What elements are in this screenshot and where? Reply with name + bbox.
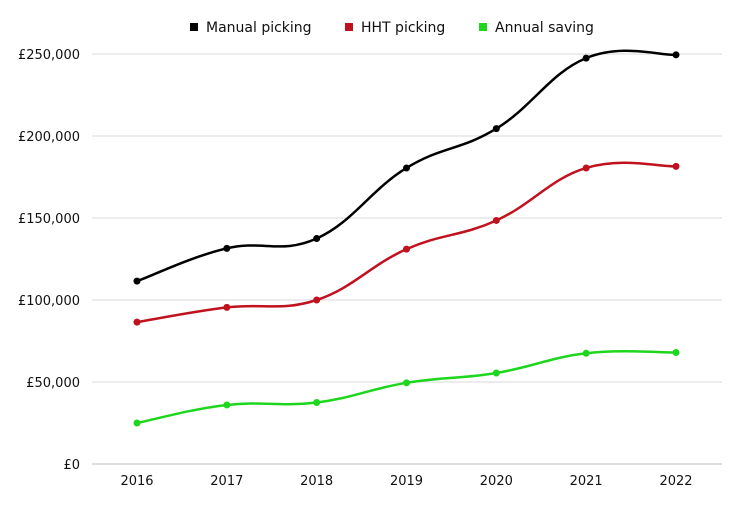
legend-label: HHT picking xyxy=(361,20,445,36)
data-point xyxy=(223,244,231,252)
data-point xyxy=(492,369,500,377)
legend-label: Annual saving xyxy=(495,20,594,36)
x-axis: 2016 2017 2018 2019 2020 2021 2022 xyxy=(120,474,692,489)
x-tick-label: 2017 xyxy=(210,474,243,489)
data-point xyxy=(672,51,680,59)
data-point xyxy=(672,162,680,170)
series-hht-picking xyxy=(133,161,680,326)
data-point xyxy=(313,399,321,406)
series-annual-saving xyxy=(133,348,680,427)
data-point xyxy=(313,296,321,304)
legend-swatch xyxy=(190,23,198,31)
legend-label: Manual picking xyxy=(206,20,312,36)
data-point xyxy=(403,245,410,253)
x-tick-label: 2018 xyxy=(300,474,333,489)
data-point xyxy=(403,379,410,387)
series-line xyxy=(135,350,678,425)
data-point xyxy=(582,54,590,62)
series-line xyxy=(135,161,678,324)
x-tick-label: 2021 xyxy=(570,474,603,489)
x-tick-label: 2019 xyxy=(390,474,423,489)
y-axis: £0 £50,000 £100,000 £150,000 £200,000 £250,00… xyxy=(18,48,80,473)
legend-swatch xyxy=(345,23,353,31)
x-tick-label: 2016 xyxy=(120,474,153,489)
data-point xyxy=(492,125,500,133)
data-point xyxy=(133,419,141,427)
data-point xyxy=(223,303,231,311)
data-point xyxy=(492,216,500,224)
y-tick-label: £0 xyxy=(63,458,80,473)
y-tick-label: £200,000 xyxy=(18,130,80,145)
y-tick-label: £100,000 xyxy=(18,294,80,309)
data-point xyxy=(403,164,410,172)
series-manual-picking xyxy=(133,49,680,285)
data-point xyxy=(133,277,141,285)
data-point xyxy=(223,401,231,409)
gridlines xyxy=(92,53,722,465)
data-point xyxy=(582,349,590,357)
data-point xyxy=(582,164,590,172)
series-group xyxy=(133,49,680,427)
y-tick-label: £250,000 xyxy=(18,48,80,63)
x-tick-label: 2020 xyxy=(480,474,513,489)
data-point xyxy=(313,235,321,242)
y-tick-label: £50,000 xyxy=(26,376,80,391)
y-tick-label: £150,000 xyxy=(18,212,80,227)
legend: Manual picking HHT picking Annual saving xyxy=(190,20,594,36)
data-point xyxy=(672,348,680,356)
x-tick-label: 2022 xyxy=(659,474,692,489)
legend-swatch xyxy=(479,23,487,31)
data-point xyxy=(133,318,141,326)
